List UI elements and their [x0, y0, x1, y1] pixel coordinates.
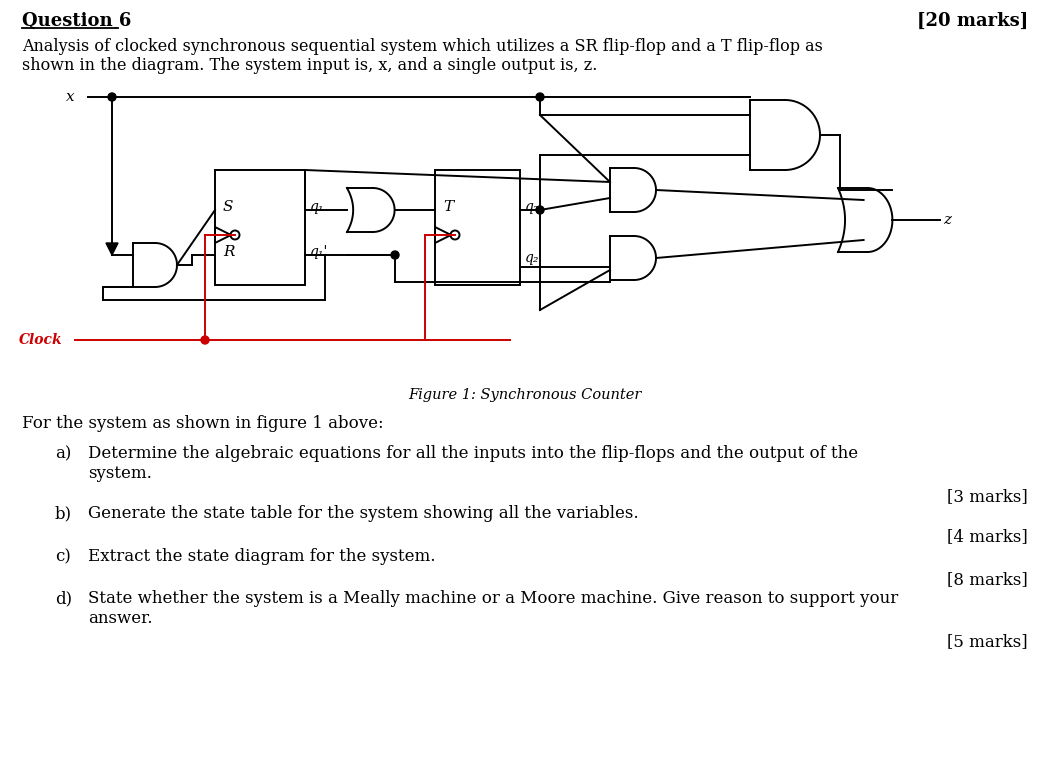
Text: [3 marks]: [3 marks] [947, 488, 1028, 505]
Text: Clock: Clock [19, 333, 63, 347]
Text: Question 6: Question 6 [22, 12, 131, 30]
Text: Figure 1: Synchronous Counter: Figure 1: Synchronous Counter [408, 388, 642, 402]
Text: q₂: q₂ [525, 200, 540, 214]
Text: a): a) [55, 445, 71, 462]
Text: [8 marks]: [8 marks] [947, 571, 1028, 588]
Text: system.: system. [88, 465, 152, 482]
Text: q₁': q₁' [310, 245, 329, 259]
Bar [435, 170, 520, 285]
Text: T: T [443, 200, 454, 214]
Text: Generate the state table for the system showing all the variables.: Generate the state table for the system … [88, 505, 638, 522]
Text: [5 marks]: [5 marks] [947, 633, 1028, 650]
Text: Analysis of clocked synchronous sequential system which utilizes a SR flip-flop : Analysis of clocked synchronous sequenti… [22, 38, 823, 55]
Text: c): c) [55, 548, 71, 565]
Text: b): b) [55, 505, 72, 522]
Circle shape [536, 206, 544, 214]
Text: q₂': q₂' [525, 251, 544, 265]
Text: Determine the algebraic equations for all the inputs into the flip-flops and the: Determine the algebraic equations for al… [88, 445, 858, 462]
Bar [215, 170, 304, 285]
Text: answer.: answer. [88, 610, 152, 627]
Text: d): d) [55, 590, 72, 607]
Circle shape [536, 93, 544, 101]
Circle shape [108, 93, 116, 101]
Text: x: x [66, 90, 75, 104]
Text: [4 marks]: [4 marks] [947, 528, 1028, 545]
Circle shape [391, 251, 399, 259]
Circle shape [201, 336, 209, 344]
Text: S: S [223, 200, 233, 214]
Text: State whether the system is a Meally machine or a Moore machine. Give reason to : State whether the system is a Meally mac… [88, 590, 898, 607]
Text: shown in the diagram. The system input is, x, and a single output is, z.: shown in the diagram. The system input i… [22, 57, 597, 74]
Text: q₁: q₁ [310, 200, 324, 214]
Polygon shape [106, 243, 118, 255]
Text: [20 marks]: [20 marks] [917, 12, 1028, 30]
Text: z: z [943, 213, 951, 227]
Text: For the system as shown in figure 1 above:: For the system as shown in figure 1 abov… [22, 415, 383, 432]
Text: R: R [223, 245, 234, 259]
Text: Extract the state diagram for the system.: Extract the state diagram for the system… [88, 548, 436, 565]
